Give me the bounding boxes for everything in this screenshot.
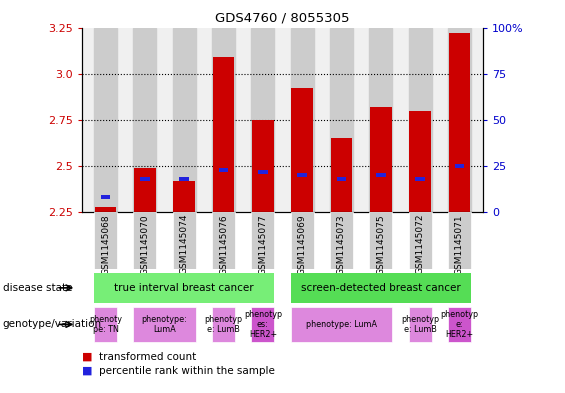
Bar <box>94 28 117 212</box>
Text: GSM1145073: GSM1145073 <box>337 214 346 275</box>
Bar <box>330 212 353 269</box>
Bar <box>408 212 432 269</box>
Text: GSM1145075: GSM1145075 <box>376 214 385 275</box>
Bar <box>212 307 235 342</box>
Bar <box>408 28 432 212</box>
Text: ■: ■ <box>82 365 93 376</box>
Bar <box>212 212 235 269</box>
Bar <box>133 212 157 269</box>
Text: GSM1145077: GSM1145077 <box>258 214 267 275</box>
Text: GSM1145071: GSM1145071 <box>455 214 464 275</box>
Text: screen-detected breast cancer: screen-detected breast cancer <box>301 283 460 293</box>
Text: phenotyp
e: LumB: phenotyp e: LumB <box>401 315 439 334</box>
Bar <box>415 177 425 181</box>
Bar <box>408 307 432 342</box>
Bar <box>133 28 157 212</box>
Text: GSM1145069: GSM1145069 <box>298 214 307 275</box>
Bar <box>290 307 393 342</box>
Bar <box>292 88 313 212</box>
Bar <box>297 173 307 177</box>
Text: GSM1145076: GSM1145076 <box>219 214 228 275</box>
Bar <box>252 120 273 212</box>
Bar <box>258 169 268 174</box>
Text: phenotyp
e: LumB: phenotyp e: LumB <box>205 315 242 334</box>
Text: genotype/variation: genotype/variation <box>3 320 102 329</box>
Bar <box>449 33 470 212</box>
Bar <box>95 207 116 212</box>
Text: GSM1145070: GSM1145070 <box>140 214 149 275</box>
Bar <box>337 177 346 181</box>
Text: disease state: disease state <box>3 283 72 293</box>
Bar <box>376 173 386 177</box>
Text: GSM1145072: GSM1145072 <box>416 214 425 274</box>
Bar <box>94 212 117 269</box>
Bar <box>134 168 156 212</box>
Bar <box>409 111 431 212</box>
Text: phenoty
pe: TN: phenoty pe: TN <box>89 315 122 334</box>
Text: phenotype:
LumA: phenotype: LumA <box>142 315 188 334</box>
Text: GSM1145068: GSM1145068 <box>101 214 110 275</box>
Text: ■: ■ <box>82 352 93 362</box>
Bar <box>330 28 353 212</box>
Bar <box>172 28 196 212</box>
Bar <box>448 28 471 212</box>
Text: GSM1145074: GSM1145074 <box>180 214 189 274</box>
Bar <box>455 164 464 168</box>
Bar <box>290 28 314 212</box>
Bar <box>251 307 275 342</box>
Bar <box>370 107 392 212</box>
Text: true interval breast cancer: true interval breast cancer <box>114 283 254 293</box>
Bar <box>212 28 235 212</box>
Bar <box>448 307 471 342</box>
Bar <box>94 307 117 342</box>
Text: phenotyp
e:
HER2+: phenotyp e: HER2+ <box>440 310 479 339</box>
Bar <box>94 273 275 303</box>
Bar <box>179 177 189 181</box>
Title: GDS4760 / 8055305: GDS4760 / 8055305 <box>215 12 350 25</box>
Bar <box>219 168 228 172</box>
Text: transformed count: transformed count <box>99 352 196 362</box>
Bar <box>448 212 471 269</box>
Bar <box>290 212 314 269</box>
Bar <box>251 212 275 269</box>
Bar <box>212 57 234 212</box>
Bar <box>369 28 393 212</box>
Text: percentile rank within the sample: percentile rank within the sample <box>99 365 275 376</box>
Bar <box>369 212 393 269</box>
Bar <box>172 212 196 269</box>
Bar <box>290 273 471 303</box>
Bar <box>251 28 275 212</box>
Bar <box>133 307 196 342</box>
Bar <box>101 195 110 200</box>
Text: phenotyp
es:
HER2+: phenotyp es: HER2+ <box>244 310 282 339</box>
Text: phenotype: LumA: phenotype: LumA <box>306 320 377 329</box>
Bar <box>331 138 353 212</box>
Bar <box>173 181 195 212</box>
Bar <box>140 177 150 181</box>
